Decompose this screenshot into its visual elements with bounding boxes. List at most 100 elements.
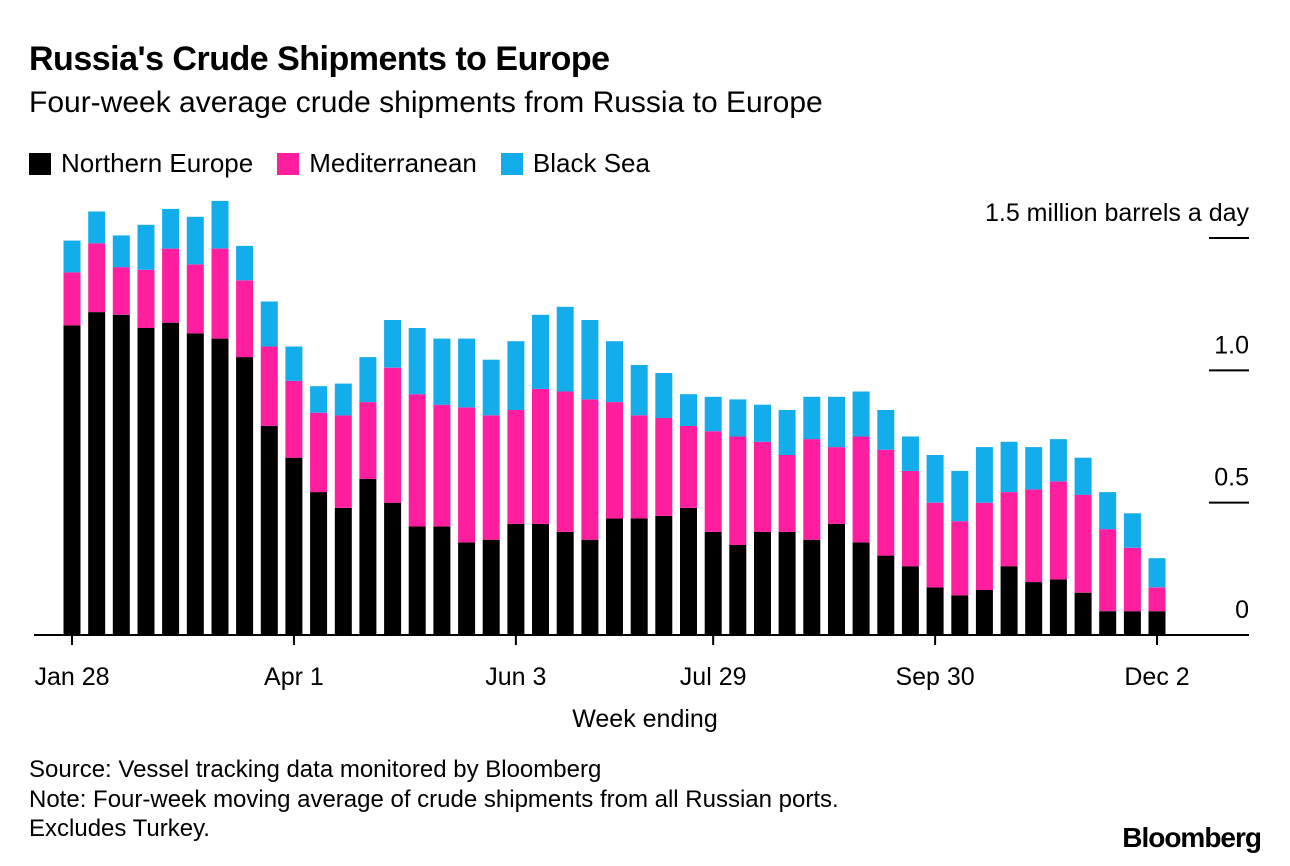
bar-black-sea-17 bbox=[482, 359, 500, 416]
bar-black-sea-21 bbox=[581, 320, 599, 400]
bar-black-sea-36 bbox=[951, 470, 969, 522]
bar-mediterranean-14 bbox=[408, 394, 426, 527]
bar-northern-europe-8 bbox=[260, 425, 278, 635]
bar-mediterranean-18 bbox=[507, 410, 525, 524]
source-note: Source: Vessel tracking data monitored b… bbox=[29, 756, 602, 783]
legend-swatch-black-sea bbox=[500, 152, 523, 175]
bar-black-sea-34 bbox=[901, 436, 919, 471]
bar-northern-europe-10 bbox=[310, 492, 328, 635]
bar-black-sea-10 bbox=[310, 386, 328, 413]
bar-black-sea-15 bbox=[433, 338, 451, 405]
bar-black-sea-16 bbox=[458, 338, 476, 408]
bar-northern-europe-26 bbox=[704, 531, 722, 635]
bar-northern-europe-27 bbox=[729, 545, 747, 635]
bar-northern-europe-40 bbox=[1049, 579, 1067, 635]
bar-northern-europe-11 bbox=[334, 508, 352, 635]
legend-label-northern-europe: Northern Europe bbox=[61, 148, 254, 178]
bar-northern-europe-28 bbox=[754, 531, 771, 635]
bar-northern-europe-4 bbox=[162, 322, 180, 635]
stacked-bar-chart: 0 0.5 1.0 1.5 million barrels a day Jan 28 A… bbox=[34, 199, 1250, 733]
bar-mediterranean-40 bbox=[1049, 481, 1067, 580]
bar-black-sea-42 bbox=[1099, 492, 1117, 530]
bar-mediterranean-33 bbox=[877, 449, 895, 556]
bar-black-sea-22 bbox=[606, 341, 623, 403]
bar-black-sea-44 bbox=[1148, 558, 1166, 588]
legend-label-mediterranean: Mediterranean bbox=[309, 148, 477, 178]
bar-mediterranean-23 bbox=[630, 415, 648, 519]
bar-mediterranean-39 bbox=[1025, 489, 1043, 582]
legend-swatch-mediterranean bbox=[277, 152, 300, 175]
bar-northern-europe-24 bbox=[655, 515, 673, 635]
bar-northern-europe-37 bbox=[975, 590, 993, 635]
bar-northern-europe-13 bbox=[384, 502, 402, 635]
x-tick-label-3: Jul 29 bbox=[680, 663, 747, 691]
bar-black-sea-9 bbox=[285, 346, 303, 381]
bar-northern-europe-33 bbox=[877, 555, 895, 635]
bar-mediterranean-10 bbox=[310, 412, 328, 493]
bar-mediterranean-20 bbox=[556, 391, 574, 532]
bar-northern-europe-25 bbox=[680, 508, 697, 635]
bar-mediterranean-17 bbox=[482, 415, 500, 540]
bar-black-sea-39 bbox=[1025, 447, 1043, 490]
bar-mediterranean-36 bbox=[951, 521, 969, 596]
bar-northern-europe-29 bbox=[778, 531, 796, 635]
bar-northern-europe-35 bbox=[926, 587, 944, 635]
bar-mediterranean-5 bbox=[186, 264, 204, 334]
bar-northern-europe-2 bbox=[112, 314, 130, 635]
bar-black-sea-20 bbox=[556, 306, 574, 392]
bar-black-sea-5 bbox=[186, 216, 204, 265]
bar-black-sea-7 bbox=[236, 245, 254, 281]
bar-black-sea-13 bbox=[384, 320, 402, 368]
bar-northern-europe-9 bbox=[285, 457, 303, 635]
y-tick-label-1: 0.5 bbox=[1214, 464, 1249, 492]
bar-mediterranean-34 bbox=[901, 470, 919, 567]
bar-northern-europe-36 bbox=[951, 595, 969, 635]
bar-black-sea-6 bbox=[211, 200, 229, 249]
bar-black-sea-43 bbox=[1123, 513, 1141, 548]
bar-black-sea-38 bbox=[1000, 441, 1018, 493]
bar-black-sea-2 bbox=[112, 235, 130, 268]
x-tick-label-4: Sep 30 bbox=[895, 663, 974, 691]
bar-mediterranean-27 bbox=[729, 436, 747, 545]
x-axis-label: Week ending bbox=[572, 705, 717, 733]
bar-black-sea-33 bbox=[877, 410, 895, 450]
bar-black-sea-3 bbox=[137, 224, 155, 270]
bar-mediterranean-37 bbox=[975, 502, 993, 590]
bar-mediterranean-4 bbox=[162, 248, 180, 323]
bar-northern-europe-41 bbox=[1074, 592, 1092, 635]
bar-mediterranean-1 bbox=[88, 243, 106, 313]
bar-black-sea-35 bbox=[926, 455, 944, 503]
bar-black-sea-11 bbox=[334, 383, 352, 416]
bar-black-sea-30 bbox=[803, 396, 821, 440]
bar-northern-europe-17 bbox=[482, 539, 500, 635]
bar-northern-europe-43 bbox=[1123, 611, 1141, 635]
bar-northern-europe-22 bbox=[606, 518, 623, 635]
x-tick-label-2: Jun 3 bbox=[485, 663, 546, 691]
bar-mediterranean-31 bbox=[828, 447, 845, 524]
footnote-line-1: Note: Four-week moving average of crude … bbox=[29, 786, 839, 813]
bar-northern-europe-31 bbox=[828, 523, 845, 635]
bar-mediterranean-7 bbox=[236, 280, 254, 358]
bar-mediterranean-29 bbox=[778, 455, 796, 532]
legend-item-black-sea: Black Sea bbox=[500, 148, 650, 179]
bar-black-sea-12 bbox=[359, 357, 377, 403]
bar-northern-europe-38 bbox=[1000, 566, 1018, 635]
y-tick-label-2: 1.0 bbox=[1214, 331, 1249, 359]
bar-mediterranean-3 bbox=[137, 269, 155, 328]
y-axis: 0 0.5 1.0 1.5 million barrels a day bbox=[985, 199, 1250, 624]
bar-black-sea-23 bbox=[630, 365, 648, 416]
bar-mediterranean-12 bbox=[359, 402, 377, 479]
bar-mediterranean-38 bbox=[1000, 492, 1018, 567]
bar-northern-europe-0 bbox=[63, 325, 81, 635]
bar-northern-europe-42 bbox=[1099, 611, 1117, 635]
bar-mediterranean-42 bbox=[1099, 529, 1117, 612]
bar-northern-europe-6 bbox=[211, 338, 229, 635]
bar-mediterranean-6 bbox=[211, 248, 229, 339]
bar-mediterranean-25 bbox=[680, 425, 697, 508]
bar-black-sea-4 bbox=[162, 208, 180, 249]
y-tick-label-0: 0 bbox=[1235, 596, 1249, 624]
bar-northern-europe-20 bbox=[556, 531, 574, 635]
bar-mediterranean-26 bbox=[704, 431, 722, 532]
bar-northern-europe-32 bbox=[852, 542, 870, 635]
bar-mediterranean-11 bbox=[334, 415, 352, 508]
